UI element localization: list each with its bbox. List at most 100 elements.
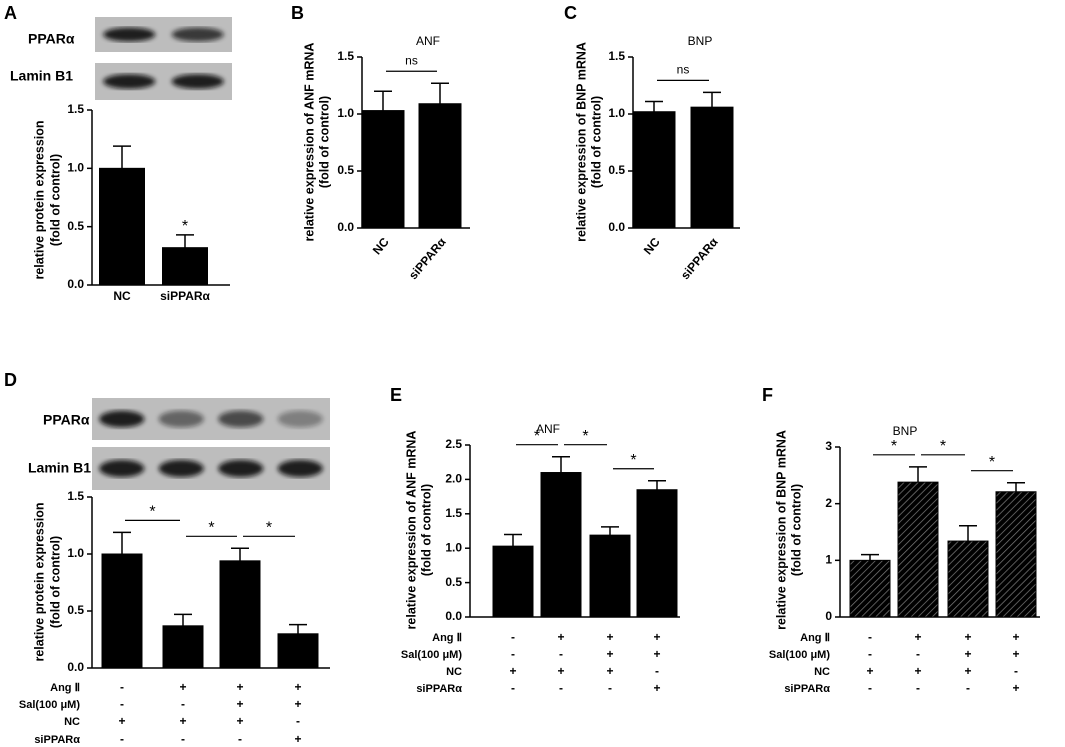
condition-label: Sal(100 μM) bbox=[401, 649, 462, 661]
condition-mark: - bbox=[296, 714, 300, 728]
bar bbox=[540, 472, 582, 618]
condition-label: siPPARα bbox=[34, 734, 80, 746]
error-bar bbox=[601, 526, 619, 536]
bar bbox=[690, 106, 734, 229]
significance-label: ns bbox=[405, 53, 418, 67]
condition-mark: + bbox=[1012, 647, 1019, 661]
blot-label: PPARα bbox=[43, 412, 90, 428]
bar bbox=[589, 534, 631, 618]
condition-mark: + bbox=[606, 647, 613, 661]
condition-mark: - bbox=[511, 681, 515, 695]
y-tick-label: 0 bbox=[825, 609, 832, 623]
significance-label: * bbox=[630, 452, 636, 469]
blot-label: PPARα bbox=[28, 31, 75, 47]
condition-mark: + bbox=[294, 732, 301, 746]
error-bar bbox=[431, 82, 449, 104]
blot-label: Lamin B1 bbox=[28, 460, 91, 476]
bar bbox=[632, 111, 676, 229]
bar bbox=[162, 625, 204, 669]
condition-mark: + bbox=[179, 680, 186, 694]
condition-mark: + bbox=[509, 664, 516, 678]
condition-mark: - bbox=[120, 732, 124, 746]
y-tick-label: 1.5 bbox=[445, 506, 462, 520]
bar bbox=[492, 545, 534, 618]
condition-mark: - bbox=[181, 732, 185, 746]
y-tick-label: 0.0 bbox=[608, 220, 625, 234]
bar bbox=[101, 553, 143, 669]
y-axis-label: (fold of control) bbox=[317, 96, 331, 188]
y-tick-label: 1.5 bbox=[67, 489, 84, 503]
y-axis-label: (fold of control) bbox=[48, 536, 62, 628]
y-tick-label: 0.0 bbox=[67, 277, 84, 291]
error-bar bbox=[959, 525, 977, 542]
condition-mark: - bbox=[608, 681, 612, 695]
condition-label: NC bbox=[446, 666, 462, 678]
significance-label: * bbox=[891, 438, 897, 455]
significance-label: ns bbox=[677, 63, 690, 77]
y-tick-label: 0.5 bbox=[608, 163, 625, 177]
error-bar bbox=[861, 553, 879, 561]
x-tick-label: siPPARα bbox=[678, 234, 721, 282]
y-tick-label: 0.5 bbox=[67, 603, 84, 617]
x-tick-label: NC bbox=[113, 289, 131, 303]
bar bbox=[99, 167, 145, 286]
bar bbox=[418, 103, 462, 229]
condition-mark: + bbox=[179, 714, 186, 728]
significance-label: * bbox=[582, 428, 588, 445]
error-bar bbox=[176, 234, 194, 248]
condition-mark: + bbox=[236, 680, 243, 694]
panel-letter: A bbox=[4, 3, 17, 23]
bar bbox=[361, 110, 405, 229]
error-bar bbox=[648, 480, 666, 490]
error-bar bbox=[909, 466, 927, 483]
condition-mark: + bbox=[653, 630, 660, 644]
error-bar bbox=[703, 91, 721, 108]
condition-mark: + bbox=[118, 714, 125, 728]
condition-mark: + bbox=[964, 664, 971, 678]
y-tick-label: 1.0 bbox=[445, 540, 462, 554]
error-bar bbox=[289, 623, 307, 634]
condition-mark: + bbox=[914, 664, 921, 678]
condition-mark: - bbox=[559, 681, 563, 695]
condition-mark: + bbox=[1012, 630, 1019, 644]
blot-band bbox=[171, 74, 224, 89]
error-bar bbox=[113, 145, 131, 169]
y-axis-label: relative expression of BNP mRNA bbox=[774, 430, 788, 630]
y-axis-label: relative expression of BNP mRNA bbox=[574, 42, 588, 242]
significance-label: * bbox=[149, 504, 155, 521]
y-tick-label: 1 bbox=[825, 553, 832, 567]
blot-band bbox=[218, 410, 264, 428]
chart-title: BNP bbox=[688, 34, 713, 48]
annotation: * bbox=[182, 218, 188, 235]
condition-mark: + bbox=[294, 697, 301, 711]
condition-mark: + bbox=[964, 647, 971, 661]
y-tick-label: 0.5 bbox=[67, 219, 84, 233]
blot-label: Lamin B1 bbox=[10, 68, 73, 84]
chart-title: ANF bbox=[536, 422, 560, 436]
chart-title: ANF bbox=[416, 34, 440, 48]
condition-label: Ang Ⅱ bbox=[50, 682, 80, 694]
blot-band bbox=[171, 27, 224, 42]
condition-mark: + bbox=[557, 664, 564, 678]
condition-mark: + bbox=[606, 630, 613, 644]
condition-mark: - bbox=[120, 697, 124, 711]
error-bar bbox=[113, 531, 131, 554]
bar bbox=[947, 540, 989, 618]
bar bbox=[849, 559, 891, 618]
panel-letter: E bbox=[390, 385, 402, 405]
condition-label: Sal(100 μM) bbox=[19, 699, 80, 711]
condition-mark: + bbox=[866, 664, 873, 678]
significance-label: * bbox=[534, 428, 540, 445]
blot-band bbox=[218, 459, 264, 478]
bar bbox=[995, 491, 1037, 618]
y-axis-label: (fold of control) bbox=[419, 484, 433, 576]
blot-band bbox=[99, 459, 145, 478]
blot-band bbox=[99, 410, 145, 428]
condition-label: NC bbox=[64, 716, 80, 728]
y-axis-label: (fold of control) bbox=[48, 154, 62, 246]
condition-mark: - bbox=[868, 681, 872, 695]
x-tick-label: NC bbox=[641, 235, 663, 258]
error-bar bbox=[231, 547, 249, 561]
condition-mark: - bbox=[511, 647, 515, 661]
condition-mark: + bbox=[653, 647, 660, 661]
